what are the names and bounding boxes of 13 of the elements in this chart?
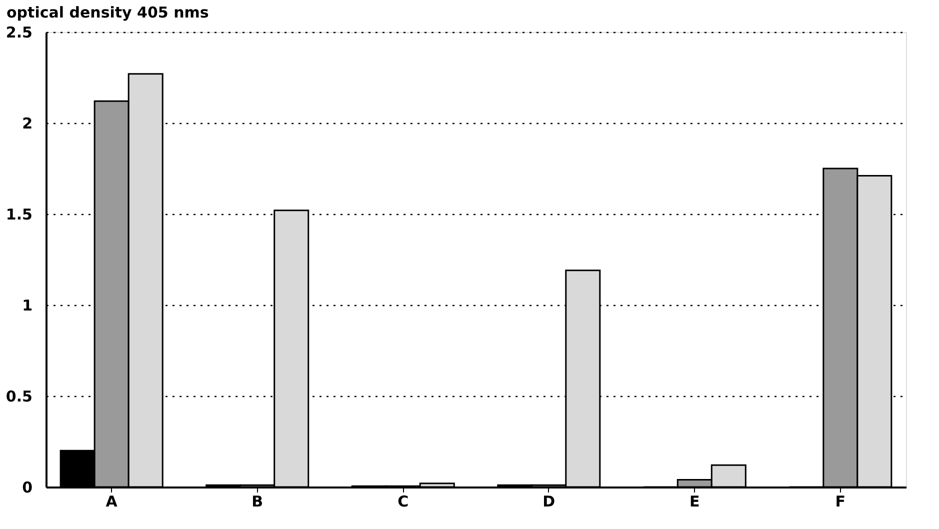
- y-tick-label: 1.5: [6, 206, 32, 224]
- y-tick-label: 1: [22, 296, 32, 314]
- y-tick-label: 0: [22, 478, 32, 496]
- x-tick-label: E: [690, 492, 700, 510]
- y-tick-label: 2: [22, 114, 32, 132]
- x-tick-label: D: [542, 492, 556, 510]
- x-tick-label: F: [835, 492, 846, 510]
- x-tick-label: C: [398, 492, 409, 510]
- y-tick-label: 0.5: [6, 388, 32, 406]
- y-axis-title: optical density 405 nms: [6, 4, 209, 22]
- y-tick-label: 2.5: [6, 24, 32, 42]
- x-tick-label: B: [252, 492, 264, 510]
- x-tick-label: A: [106, 492, 118, 510]
